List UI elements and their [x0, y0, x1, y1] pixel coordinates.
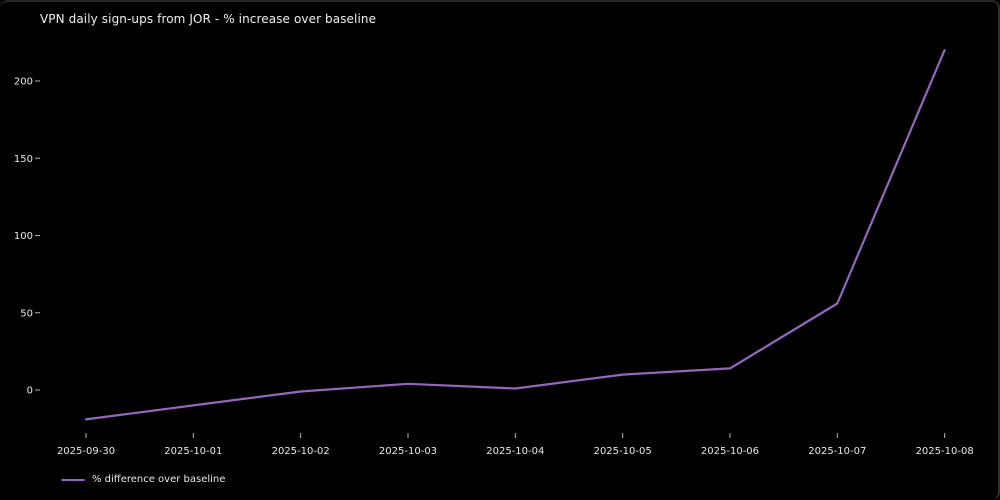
y-tick-label: 150: [14, 154, 33, 165]
y-tick-label: 50: [20, 308, 33, 319]
y-tick-label: 100: [14, 231, 33, 242]
x-tick-label: 2025-10-02: [272, 446, 330, 457]
legend-line-swatch: [61, 478, 85, 481]
x-tick-label: 2025-10-05: [594, 446, 652, 457]
legend: % difference over baseline: [61, 474, 225, 485]
x-tick-label: 2025-09-30: [57, 446, 115, 457]
x-tick-label: 2025-10-03: [379, 446, 437, 457]
x-tick-label: 2025-10-06: [701, 446, 759, 457]
x-tick-label: 2025-10-07: [808, 446, 866, 457]
x-tick-label: 2025-10-01: [164, 446, 222, 457]
legend-label: % difference over baseline: [92, 474, 226, 485]
chart-title: VPN daily sign-ups from JOR - % increase…: [40, 12, 377, 26]
x-tick-label: 2025-10-04: [486, 446, 544, 457]
series-line: [84, 48, 946, 421]
y-tick-label: 0: [27, 386, 33, 397]
y-tick-label: 200: [14, 77, 33, 88]
x-tick-label: 2025-10-08: [916, 446, 974, 457]
